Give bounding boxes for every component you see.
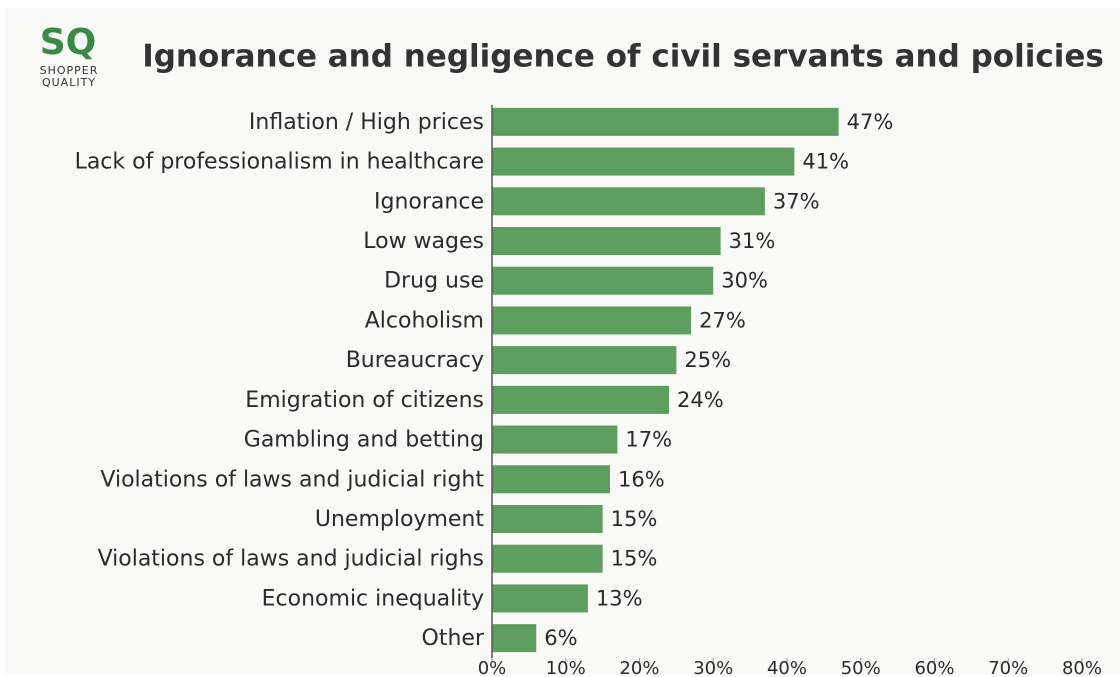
value-label: 37% <box>773 189 820 213</box>
bar <box>492 584 588 613</box>
y-tick-label: Violations of laws and judicial righs <box>98 547 484 572</box>
bar <box>492 227 721 255</box>
y-tick-label: Bureaucracy <box>346 348 484 373</box>
bar <box>492 266 714 295</box>
x-tick-label: 40% <box>767 658 807 677</box>
bar <box>492 544 603 573</box>
y-tick-label: Low wages <box>363 229 484 254</box>
logo-text: SHOPPER <box>40 64 99 77</box>
value-label: 41% <box>802 150 849 174</box>
y-tick-label: Other <box>422 626 485 651</box>
value-label: 24% <box>677 388 724 412</box>
value-label: 15% <box>611 547 658 571</box>
y-tick-label: Economic inequality <box>262 586 484 611</box>
x-tick-label: 80% <box>1062 658 1102 677</box>
value-label: 31% <box>729 229 776 253</box>
x-tick-label: 10% <box>546 658 586 677</box>
y-tick-label: Violations of laws and judicial right <box>100 467 484 492</box>
bar <box>492 465 610 494</box>
y-tick-label: Emigration of citizens <box>245 388 484 413</box>
x-tick-label: 30% <box>693 658 733 677</box>
bar <box>492 624 537 653</box>
bar <box>492 147 795 176</box>
x-tick-label: 70% <box>988 658 1028 677</box>
chart-title: Ignorance and negligence of civil servan… <box>142 39 1104 75</box>
bar <box>492 107 839 136</box>
y-tick-label: Ignorance <box>374 189 484 214</box>
value-label: 27% <box>699 308 746 332</box>
logo-mark: SQ <box>40 22 97 63</box>
x-tick-label: 20% <box>619 658 659 677</box>
x-tick-label: 0% <box>478 658 507 677</box>
bar <box>492 505 603 533</box>
x-tick-label: 60% <box>914 658 954 677</box>
value-label: 16% <box>618 467 665 491</box>
logo-text: QUALITY <box>42 76 96 89</box>
y-tick-label: Alcoholism <box>365 308 484 333</box>
y-tick-label: Lack of professionalism in healthcare <box>75 150 484 175</box>
value-label: 6% <box>544 626 577 650</box>
y-tick-label: Drug use <box>384 269 484 294</box>
y-tick-label: Unemployment <box>315 507 484 532</box>
value-label: 25% <box>684 348 731 372</box>
value-label: 13% <box>596 586 643 610</box>
bar <box>492 306 692 335</box>
bar <box>492 425 618 454</box>
y-tick-label: Gambling and betting <box>244 428 484 453</box>
bar <box>492 346 677 375</box>
bar <box>492 385 669 414</box>
x-tick-label: 50% <box>841 658 881 677</box>
y-tick-label: Inflation / High prices <box>249 110 484 135</box>
value-label: 17% <box>625 428 672 452</box>
bar <box>492 187 765 216</box>
value-label: 30% <box>721 269 768 293</box>
value-label: 15% <box>611 507 658 531</box>
value-label: 47% <box>847 110 894 134</box>
